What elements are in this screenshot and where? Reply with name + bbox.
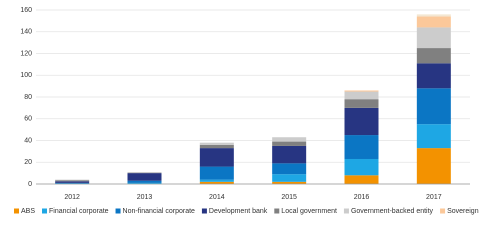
bar-segment bbox=[416, 48, 451, 64]
x-tick-label: 2014 bbox=[209, 194, 225, 201]
legend-label: Sovereign bbox=[447, 208, 479, 215]
y-tick-label: 20 bbox=[24, 159, 32, 166]
legend-swatch bbox=[201, 208, 207, 214]
chart: 0 20 40 60 80 100 120 140 160 2012 2013 2014 2015 201… bbox=[14, 7, 479, 215]
bar-segment bbox=[272, 145, 307, 164]
y-tick-label: 160 bbox=[20, 7, 32, 14]
bar-segment bbox=[272, 163, 307, 175]
y-tick-label: 80 bbox=[24, 94, 32, 101]
bar-segment bbox=[344, 91, 379, 100]
bar-segment bbox=[344, 90, 379, 92]
bar-segment bbox=[416, 16, 451, 28]
bar-segment bbox=[55, 179, 90, 181]
legend-swatch bbox=[440, 208, 446, 214]
x-tick-label: 2015 bbox=[281, 194, 297, 201]
bar-segment bbox=[55, 180, 90, 182]
bar-segment bbox=[127, 182, 162, 184]
bar-segment bbox=[127, 172, 162, 174]
bar-segment bbox=[272, 174, 307, 182]
bar-segment bbox=[344, 99, 379, 108]
bar-segment bbox=[199, 142, 234, 145]
bar-segment bbox=[55, 182, 90, 184]
legend-swatch bbox=[115, 208, 121, 214]
bar-segment bbox=[344, 158, 379, 176]
legend-label: Non-financial corporate bbox=[123, 208, 195, 215]
bar-segment bbox=[272, 181, 307, 184]
bar-segment bbox=[416, 148, 451, 184]
legend-swatch bbox=[42, 208, 48, 214]
bar-segment bbox=[416, 63, 451, 89]
bar-segment bbox=[416, 27, 451, 49]
bar-segment bbox=[416, 124, 451, 149]
bar-segment bbox=[199, 181, 234, 184]
y-tick-label: 120 bbox=[20, 50, 32, 57]
y-tick-label: 0 bbox=[28, 181, 32, 188]
x-tick-label: 2012 bbox=[64, 194, 80, 201]
legend-label: Financial corporate bbox=[49, 208, 109, 215]
x-tick-label: 2013 bbox=[137, 194, 153, 201]
legend-label: Local government bbox=[281, 208, 337, 215]
bar-segment bbox=[127, 180, 162, 183]
bar-segment bbox=[199, 166, 234, 180]
y-tick-label: 40 bbox=[24, 137, 32, 144]
bar-segment bbox=[344, 135, 379, 159]
x-tick-label: 2016 bbox=[354, 194, 370, 201]
bar-segment bbox=[199, 148, 234, 167]
y-tick-label: 100 bbox=[20, 72, 32, 79]
legend-swatch bbox=[343, 208, 349, 214]
bar-segment bbox=[272, 137, 307, 142]
x-tick-label: 2017 bbox=[426, 194, 442, 201]
bar-segment bbox=[272, 141, 307, 146]
bar-segment bbox=[416, 88, 451, 125]
bar-segment bbox=[127, 173, 162, 181]
bar-segment bbox=[199, 179, 234, 182]
y-tick-label: 140 bbox=[20, 29, 32, 36]
legend-swatch bbox=[274, 208, 280, 214]
legend-swatch bbox=[14, 208, 19, 214]
bar-segment bbox=[344, 175, 379, 184]
bar-segment bbox=[344, 107, 379, 136]
legend-label: Government-backed entity bbox=[351, 208, 434, 215]
y-tick-label: 60 bbox=[24, 116, 32, 123]
legend-label: Development bank bbox=[209, 208, 268, 215]
bar-segment bbox=[55, 181, 90, 183]
bar-segment bbox=[199, 144, 234, 149]
legend-label: ABS bbox=[21, 208, 35, 215]
bar-segment bbox=[416, 14, 451, 17]
